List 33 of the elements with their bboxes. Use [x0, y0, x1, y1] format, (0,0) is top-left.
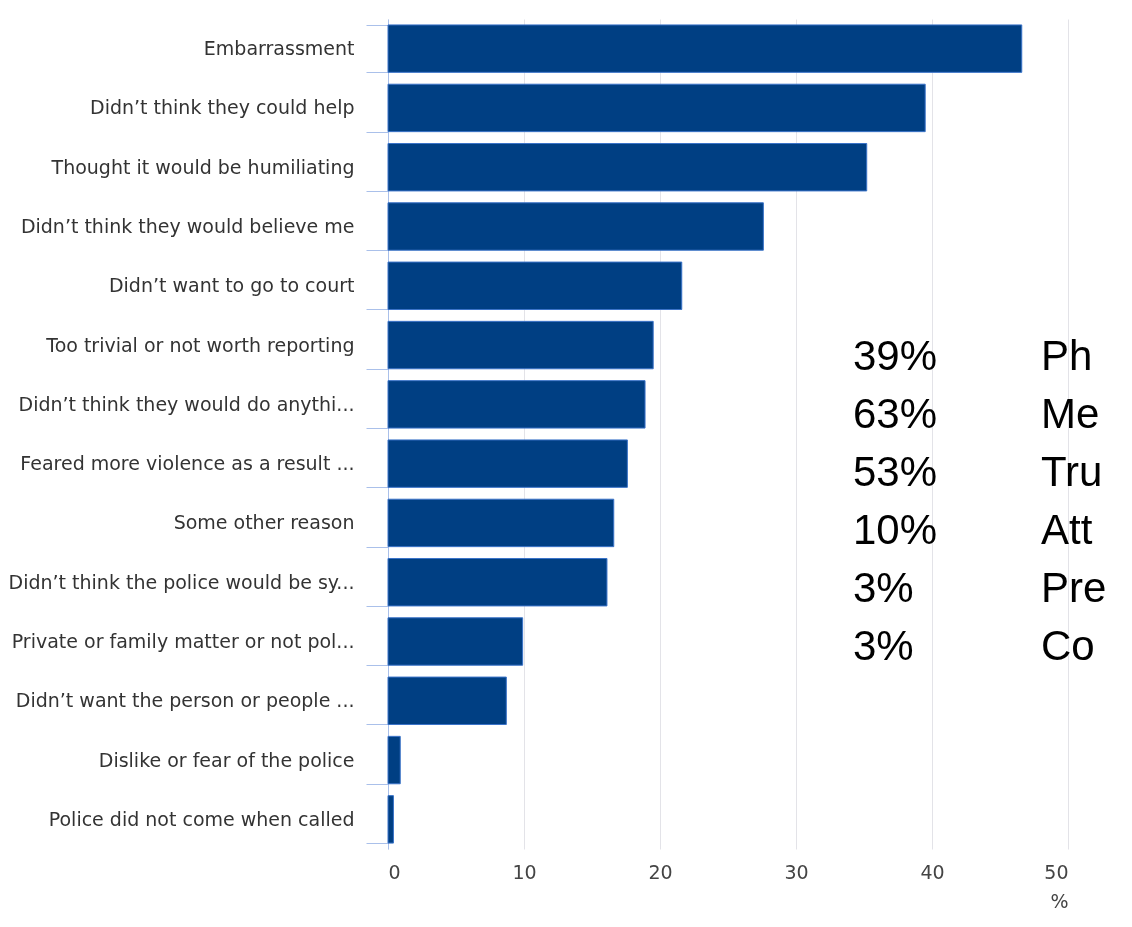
annotation: 3%: [853, 564, 914, 611]
y-tick-label: Didn’t want the person or people ...: [15, 689, 355, 712]
x-tick-label: 0: [388, 860, 401, 883]
y-tick-label: Didn’t think they would believe me: [20, 215, 355, 237]
annotation: 39%: [853, 332, 938, 379]
y-tick-label: Police did not come when called: [48, 807, 355, 830]
annotation: 10%: [853, 506, 938, 553]
x-tick-label: 20: [648, 860, 673, 883]
y-tick-label: Didn’t think they could help: [90, 96, 355, 119]
annotation: Tru: [1041, 448, 1103, 495]
y-tick-label: Didn’t want to go to court: [108, 274, 355, 297]
annotation: 53%: [853, 448, 938, 495]
x-tick-label: 10: [512, 860, 537, 883]
annotation: Ph: [1041, 332, 1093, 379]
x-tick-label: 50: [1044, 860, 1069, 883]
x-tick-label: 30: [784, 860, 809, 883]
y-tick-label: Some other reason: [173, 511, 355, 534]
y-tick-label: Dislike or fear of the police: [98, 748, 355, 771]
annotation: Pre: [1041, 564, 1107, 611]
annotation: Me: [1041, 390, 1100, 437]
annotation: 3%: [853, 622, 914, 669]
x-tick-label: 40: [920, 860, 945, 883]
annotation: Co: [1041, 622, 1095, 669]
y-tick-label: Feared more violence as a result ...: [20, 452, 355, 475]
y-tick-label: Private or family matter or not pol...: [11, 630, 355, 652]
y-tick-label: Didn’t think the police would be sy...: [8, 570, 355, 593]
annotation: 63%: [853, 390, 938, 437]
y-tick-label: Embarrassment: [203, 37, 355, 60]
y-tick-label: Too trivial or not worth reporting: [45, 333, 355, 356]
y-tick-label: Didn’t think they would do anythi...: [18, 392, 355, 415]
annotation: Att: [1041, 506, 1093, 553]
y-tick-label: Thought it would be humiliating: [50, 155, 355, 178]
x-axis-title: %: [1050, 889, 1069, 912]
